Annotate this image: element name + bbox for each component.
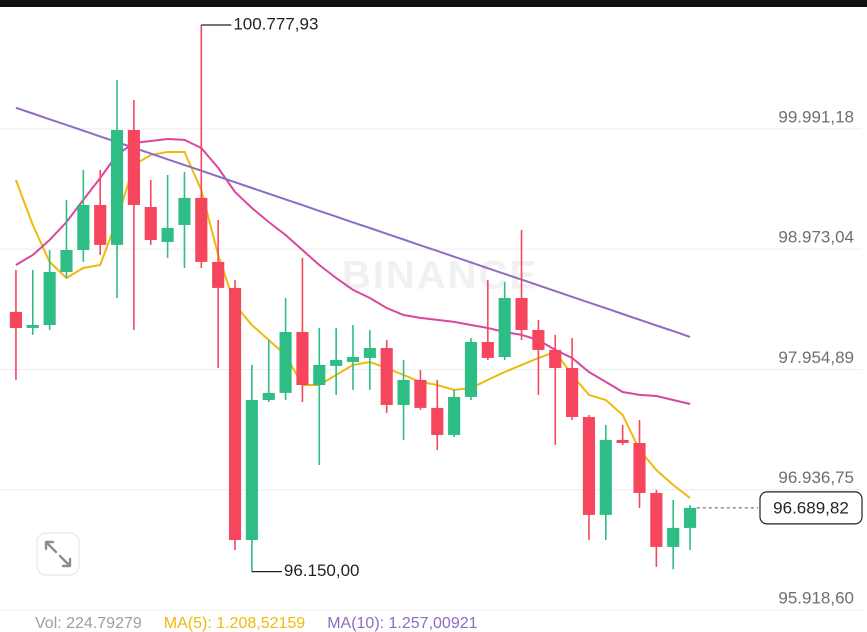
candle-body	[245, 400, 258, 540]
last-price-label: 96.689,82	[773, 498, 849, 517]
candle-body	[616, 439, 629, 443]
y-tick-label: 95.918,60	[778, 588, 854, 607]
candle-body	[633, 442, 646, 493]
candle-body	[397, 379, 410, 405]
y-tick-label: 98.973,04	[778, 228, 854, 247]
footer-text: MA(5): 1.208,52159	[164, 615, 306, 632]
window-edge	[0, 0, 867, 7]
candle-body	[363, 348, 376, 358]
candle-body	[178, 197, 191, 225]
y-tick-label: 99.991,18	[778, 107, 854, 126]
expand-button-frame[interactable]	[36, 532, 80, 576]
annotation-label: 100.777,93	[233, 14, 318, 33]
candle-body	[346, 357, 360, 362]
candle-body	[498, 297, 511, 358]
candle-body	[448, 396, 461, 435]
y-tick-label: 97.954,89	[778, 348, 854, 367]
candle-body	[667, 527, 680, 547]
candle-body	[228, 287, 242, 540]
candle-body	[566, 367, 579, 418]
footer-text: MA(10): 1.257,00921	[327, 615, 477, 632]
candle-body	[582, 417, 596, 515]
footer-text: Vol: 224.79279	[35, 615, 142, 632]
candle-body	[110, 130, 124, 245]
candle-body	[279, 331, 292, 393]
candle-body	[532, 329, 545, 350]
candle-body	[212, 261, 225, 288]
expand-icon[interactable]	[44, 540, 72, 568]
candle-body	[296, 331, 309, 385]
candle-body	[431, 407, 444, 435]
candle-body	[684, 507, 697, 528]
candle-body	[77, 205, 90, 250]
candle-body	[464, 342, 478, 397]
candle-body	[94, 205, 107, 245]
candle-body	[262, 392, 275, 400]
candle-body	[549, 349, 562, 368]
candle-body	[161, 227, 174, 242]
candle-body	[414, 379, 427, 408]
candle-body	[60, 250, 73, 272]
candle-body	[43, 271, 56, 325]
candle-body	[9, 311, 22, 328]
candle-body	[599, 439, 612, 515]
annotation-label: 96.150,00	[284, 561, 360, 580]
candle-body	[481, 342, 494, 358]
candle-body	[515, 297, 528, 330]
last-price-box	[759, 491, 863, 525]
candle-body	[330, 359, 343, 366]
y-tick-label: 96.936,75	[778, 468, 854, 487]
candle-body	[650, 492, 663, 547]
candle-body	[127, 130, 140, 205]
candle-body	[380, 348, 393, 405]
candle-body	[26, 325, 39, 328]
candle-body	[313, 364, 326, 385]
expand-button[interactable]	[36, 532, 80, 576]
candle-body	[195, 197, 208, 262]
watermark: BINANCE	[342, 254, 538, 298]
candle-body	[144, 207, 157, 240]
